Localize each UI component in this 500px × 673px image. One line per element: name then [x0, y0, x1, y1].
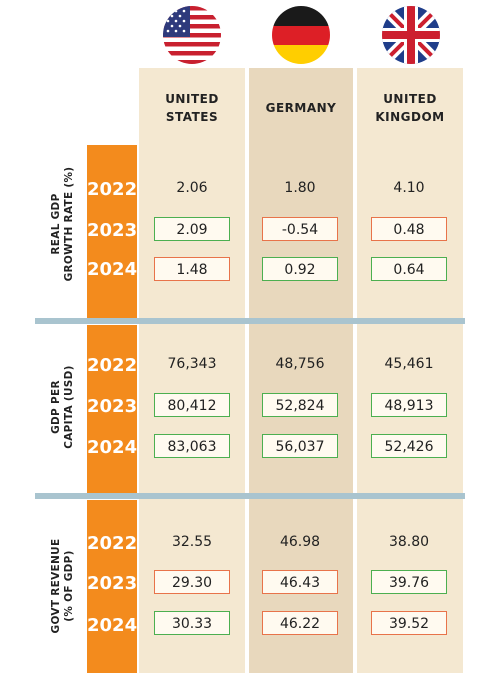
value-cell-germany: -0.54 [262, 217, 338, 241]
header-line: UNITED [383, 92, 437, 106]
value-cell-us: 83,063 [154, 434, 230, 458]
year-label: 2022 [87, 179, 138, 200]
section-label-line: GROWTH RATE (%) [63, 166, 75, 282]
section-label-line: CAPITA (USD) [63, 365, 75, 449]
us-flag-icon [163, 6, 221, 64]
section-label-gdp-per-capita: GDP PER CAPITA (USD) [50, 337, 76, 477]
value-cell-germany: 46.22 [262, 611, 338, 635]
value-cell-uk: 4.10 [393, 180, 425, 196]
value-cell-uk: 0.48 [371, 217, 447, 241]
year-label: 2023 [87, 396, 138, 417]
year-label: 2024 [87, 615, 138, 636]
value-cell-uk: 39.76 [371, 570, 447, 594]
header-line: GERMANY [265, 101, 337, 115]
year-label: 2022 [87, 533, 138, 554]
section-label-line: (% OF GDP) [63, 550, 75, 622]
value-cell-germany: 46.98 [279, 534, 321, 550]
header-line: STATES [165, 110, 219, 124]
year-label: 2024 [87, 437, 138, 458]
value-cell-us: 1.48 [154, 257, 230, 281]
year-label: 2023 [87, 573, 138, 594]
section-separator [35, 493, 465, 499]
value-cell-germany: 46.43 [262, 570, 338, 594]
section-label-line: REAL GDP [50, 193, 62, 255]
header-germany: GERMANY [249, 99, 353, 117]
header-united-states: UNITED STATES [139, 90, 245, 126]
header-united-kingdom: UNITED KINGDOM [357, 90, 463, 126]
value-cell-us: 80,412 [154, 393, 230, 417]
year-band-growth [87, 145, 137, 319]
year-band-gdp-per-capita [87, 325, 137, 493]
year-label: 2023 [87, 220, 138, 241]
value-cell-us: 30.33 [154, 611, 230, 635]
value-cell-uk: 38.80 [388, 534, 430, 550]
header-line: UNITED [165, 92, 219, 106]
value-cell-us: 76,343 [167, 356, 217, 372]
uk-flag-icon [382, 6, 440, 64]
section-label-line: GOVT REVENUE [50, 538, 62, 634]
value-cell-us: 29.30 [154, 570, 230, 594]
section-label-govt-revenue: GOVT REVENUE (% OF GDP) [50, 516, 76, 656]
value-cell-germany: 56,037 [262, 434, 338, 458]
section-label-growth: REAL GDP GROWTH RATE (%) [50, 154, 76, 294]
value-cell-germany: 52,824 [262, 393, 338, 417]
year-label: 2024 [87, 259, 138, 280]
value-cell-uk: 0.64 [371, 257, 447, 281]
value-cell-uk: 39.52 [371, 611, 447, 635]
value-cell-us: 2.09 [154, 217, 230, 241]
value-cell-uk: 45,461 [384, 356, 434, 372]
section-label-line: GDP PER [50, 380, 62, 434]
value-cell-us: 2.06 [176, 180, 208, 196]
value-cell-germany: 0.92 [262, 257, 338, 281]
section-separator [35, 318, 465, 324]
year-label: 2022 [87, 355, 138, 376]
value-cell-uk: 48,913 [371, 393, 447, 417]
header-line: KINGDOM [375, 110, 445, 124]
value-cell-germany: 48,756 [275, 356, 325, 372]
value-cell-us: 32.55 [171, 534, 213, 550]
year-band-govt-revenue [87, 500, 137, 673]
value-cell-germany: 1.80 [284, 180, 316, 196]
value-cell-uk: 52,426 [371, 434, 447, 458]
germany-flag-icon [272, 6, 330, 64]
